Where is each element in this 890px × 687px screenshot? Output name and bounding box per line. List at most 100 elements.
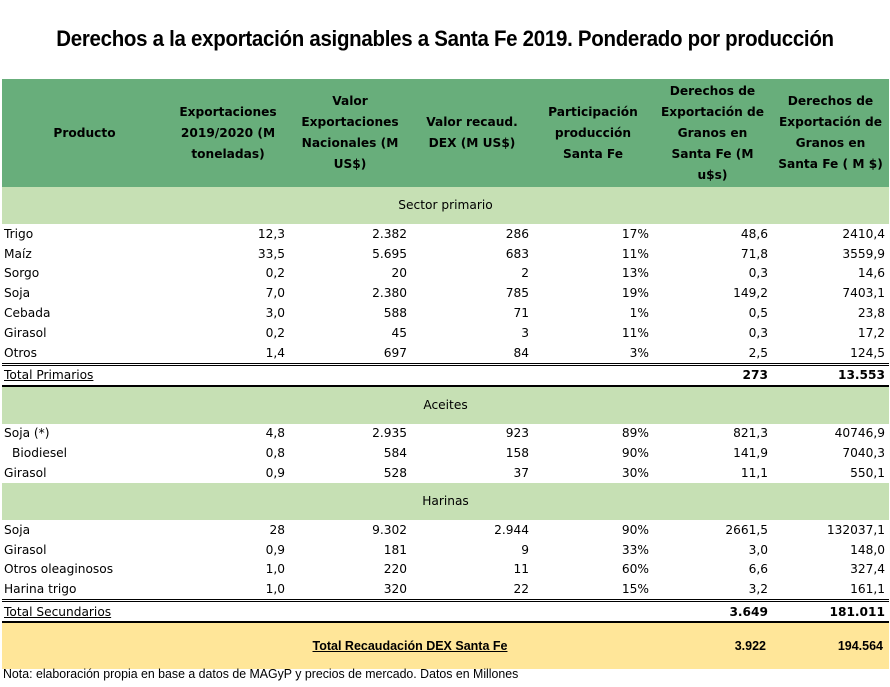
table-row: Soja 7,0 2.380 785 19% 149,2 7403,1	[2, 283, 889, 303]
section-label: Aceites	[423, 397, 468, 412]
cell-dex-ars: 148,0	[850, 542, 885, 557]
cell-valor-dex: 9	[521, 542, 529, 557]
section-row: Sector primario	[2, 187, 889, 224]
cell-participacion: 89%	[621, 426, 649, 441]
cell-valor-dex: 3	[521, 325, 529, 340]
cell-participacion: 3%	[533, 342, 653, 366]
col-header-valor-exportaciones: Valor Exportaciones Nacionales (M US$)	[289, 79, 411, 187]
cell-dex-usd: 0,5	[748, 306, 768, 321]
cell-valor-dex: 683	[505, 246, 529, 261]
cell-export-mt: 12,3	[257, 226, 285, 241]
cell-valor-export: 20	[391, 266, 407, 281]
cell-dex-usd: 0,3	[748, 266, 768, 281]
cell-participacion: 90%	[621, 446, 649, 461]
cell-participacion: 60%	[621, 562, 649, 577]
cell-export-mt: 4,8	[265, 426, 285, 441]
grand-total-dex-ars: 194.564	[772, 622, 889, 670]
cell-participacion: 17%	[621, 226, 649, 241]
cell-participacion: 33%	[621, 542, 649, 557]
cell-producto: Biodiesel	[12, 446, 68, 461]
cell-valor-export: 2.380	[372, 286, 407, 301]
cell-dex-usd: 0,3	[748, 325, 768, 340]
cell-dex-usd: 149,2	[733, 286, 768, 301]
cell-dex-usd: 71,8	[740, 246, 768, 261]
cell-valor-dex: 2.944	[494, 522, 529, 537]
col-header-exportaciones: Exportaciones 2019/2020 (M toneladas)	[167, 79, 289, 187]
cell-dex-ars: 124,5	[772, 342, 889, 366]
cell-participacion: 11%	[621, 246, 649, 261]
cell-dex-usd: 6,6	[748, 562, 768, 577]
col-header-dex-ars: Derechos de Exportación de Granos en San…	[772, 79, 889, 187]
cell-valor-export: 2.382	[372, 226, 407, 241]
subtotal-dex-ars: 181.011	[772, 600, 889, 624]
cell-dex-ars: 550,1	[850, 466, 885, 481]
cell-export-mt: 33,5	[257, 246, 285, 261]
header-row: Producto Exportaciones 2019/2020 (M tone…	[2, 79, 889, 187]
cell-export-mt: 0,2	[265, 266, 285, 281]
cell-producto: Trigo	[4, 226, 34, 241]
cell-valor-dex: 2	[521, 266, 529, 281]
section-row: Harinas	[2, 482, 889, 520]
cell-valor-export: 584	[383, 446, 407, 461]
cell-valor-dex: 923	[505, 426, 529, 441]
cell-export-mt: 7,0	[265, 286, 285, 301]
cell-producto: Otros oleaginosos	[4, 562, 114, 577]
section-label: Harinas	[422, 493, 469, 508]
cell-valor-dex: 22	[411, 579, 533, 603]
cell-dex-ars: 2410,4	[842, 226, 885, 241]
cell-valor-dex: 37	[513, 466, 529, 481]
cell-valor-export: 697	[289, 342, 411, 366]
cell-producto: Soja (*)	[4, 426, 50, 441]
cell-producto: Sorgo	[4, 266, 40, 281]
cell-valor-export: 220	[383, 562, 407, 577]
table-row: Girasol 0,9 528 37 30% 11,1 550,1	[2, 463, 889, 483]
cell-dex-ars: 23,8	[857, 306, 885, 321]
table-row: Girasol 0,9 181 9 33% 3,0 148,0	[2, 540, 889, 560]
cell-dex-usd: 11,1	[740, 466, 768, 481]
col-header-valor-dex: Valor recaud. DEX (M US$)	[411, 79, 533, 187]
cell-export-mt: 0,8	[265, 446, 285, 461]
cell-participacion: 30%	[621, 466, 649, 481]
cell-export-mt: 0,9	[265, 542, 285, 557]
subtotal-dex-ars: 13.553	[772, 364, 889, 387]
page-title: Derechos a la exportación asignables a S…	[56, 26, 834, 51]
cell-dex-usd: 2,5	[653, 342, 772, 366]
table-row: Girasol 0,2 45 3 11% 0,3 17,2	[2, 323, 889, 343]
subtotal-dex-usd: 3.649	[653, 600, 772, 624]
cell-valor-export: 181	[383, 542, 407, 557]
cell-dex-ars: 3559,9	[842, 246, 885, 261]
cell-valor-dex: 71	[513, 306, 529, 321]
cell-valor-export: 2.935	[372, 426, 407, 441]
col-header-participacion: Participación producción Santa Fe	[533, 79, 653, 187]
cell-participacion: 11%	[621, 325, 649, 340]
cell-participacion: 19%	[621, 286, 649, 301]
cell-valor-dex: 785	[505, 286, 529, 301]
grand-total-row: Total Recaudación DEX Santa Fe 3.922 194.5…	[2, 622, 889, 670]
table-row: Otros 1,4 697 84 3% 2,5 124,5	[2, 342, 889, 366]
cell-valor-export: 320	[289, 579, 411, 603]
table-row: Soja 28 9.302 2.944 90% 2661,5 132037,1	[2, 520, 889, 540]
table-body: Sector primario Trigo 12,3 2.382 286 17% 48,6 2…	[2, 187, 889, 670]
section-label: Sector primario	[398, 198, 493, 212]
cell-participacion: 1%	[629, 306, 649, 321]
table-row: Harina trigo 1,0 320 22 15% 3,2 161,1	[2, 579, 889, 603]
cell-producto: Harina trigo	[2, 579, 167, 603]
cell-dex-usd: 2661,5	[725, 522, 768, 537]
cell-export-mt: 1,0	[265, 562, 285, 577]
subtotal-row: Total Primarios 273 13.553	[2, 364, 889, 387]
subtotal-dex-usd: 273	[653, 364, 772, 387]
cell-dex-ars: 161,1	[772, 579, 889, 603]
cell-valor-export: 528	[383, 466, 407, 481]
cell-valor-export: 5.695	[372, 246, 407, 261]
grand-total-label: Total Recaudación DEX Santa Fe	[167, 622, 653, 670]
cell-producto: Girasol	[4, 325, 47, 340]
table-row: Sorgo 0,2 20 2 13% 0,3 14,6	[2, 264, 889, 284]
grand-total-dex-usd: 3.922	[653, 622, 772, 670]
cell-participacion: 90%	[621, 522, 649, 537]
cell-producto: Otros	[2, 342, 167, 366]
col-header-producto: Producto	[2, 79, 167, 187]
cell-valor-dex: 11	[513, 562, 529, 577]
table-row: Maíz 33,5 5.695 683 11% 71,8 3559,9	[2, 244, 889, 264]
cell-producto: Girasol	[4, 466, 47, 481]
cell-valor-export: 588	[383, 306, 407, 321]
